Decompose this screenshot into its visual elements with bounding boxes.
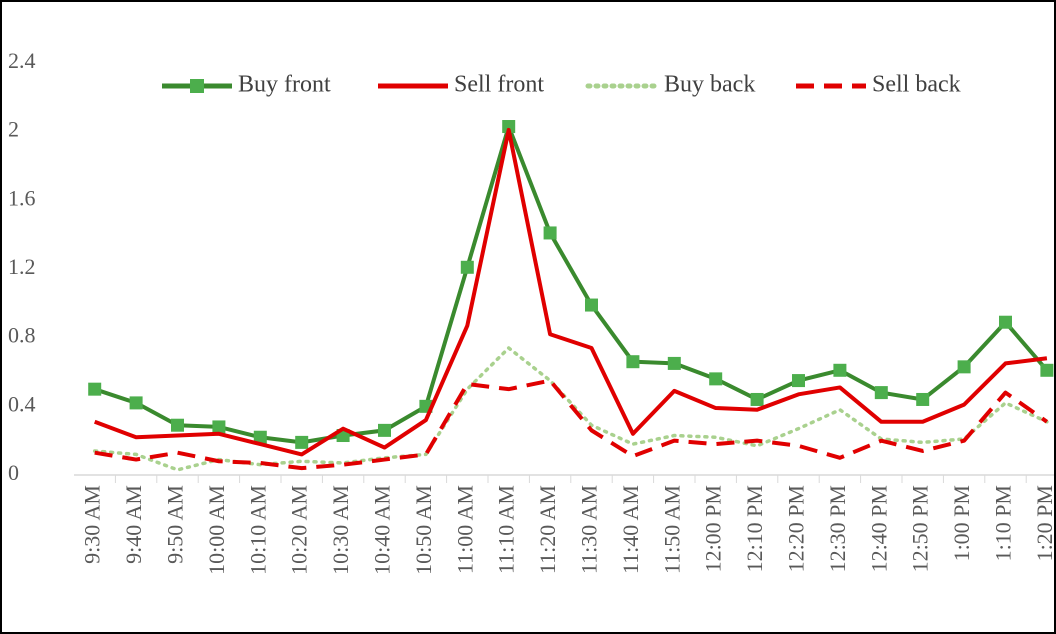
marker [999, 315, 1012, 329]
y-tick-label: 2.4 [8, 48, 36, 73]
marker [1040, 363, 1054, 377]
legend-label: Buy back [664, 72, 755, 98]
y-tick-label: 2 [8, 117, 19, 142]
series-line [94, 127, 1048, 457]
x-tick-label: 11:20 AM [535, 485, 560, 574]
x-tick-label: 10:20 AM [287, 485, 312, 575]
x-tick-label: 1:20 PM [1032, 485, 1056, 561]
x-tick-label: 9:40 AM [121, 485, 146, 564]
marker [667, 356, 681, 370]
x-tick-label: 10:00 AM [204, 485, 229, 575]
x-tick-label: 10:50 AM [411, 485, 436, 575]
y-tick-label: 0.8 [8, 323, 36, 348]
marker [626, 355, 640, 369]
series-line [92, 346, 1049, 472]
marker [833, 363, 847, 377]
y-tick-label: 0 [8, 460, 19, 485]
marker [378, 423, 391, 437]
series-line [94, 378, 1049, 471]
x-tick-label: 10:40 AM [370, 485, 395, 575]
marker [957, 360, 971, 374]
y-tick-label: 1.6 [8, 185, 36, 210]
legend-marker [190, 79, 204, 93]
x-tick-label: 9:30 AM [80, 485, 105, 564]
marker [792, 374, 805, 388]
marker [171, 418, 184, 432]
marker [88, 382, 102, 396]
marker [585, 298, 598, 312]
marker [502, 120, 516, 134]
legend-label: Sell front [454, 72, 544, 98]
x-tick-label: 1:00 PM [949, 485, 974, 561]
x-tick-label: 11:10 AM [494, 485, 519, 574]
x-tick-label: 9:50 AM [163, 485, 188, 564]
x-tick-label: 11:00 AM [452, 485, 477, 574]
x-tick-label: 10:10 AM [245, 485, 270, 575]
y-tick-label: 0.4 [8, 391, 36, 416]
x-tick-label: 1:10 PM [991, 485, 1016, 561]
x-tick-label: 12:30 PM [825, 485, 850, 572]
marker [129, 396, 143, 410]
legend-label: Buy front [238, 72, 331, 98]
x-tick-label: 12:00 PM [701, 485, 726, 572]
legend-label: Sell back [872, 72, 961, 98]
x-tick-label: 12:50 PM [908, 485, 933, 572]
x-tick-label: 11:30 AM [577, 485, 602, 574]
marker [295, 435, 309, 449]
marker [460, 260, 474, 274]
marker [212, 420, 226, 434]
marker [543, 226, 557, 240]
marker [916, 392, 930, 406]
marker [750, 392, 764, 406]
x-tick-label: 12:10 PM [742, 485, 767, 572]
x-tick-label: 11:50 AM [659, 485, 684, 574]
marker [874, 386, 888, 400]
x-tick-label: 11:40 AM [618, 485, 643, 574]
y-tick-label: 1.2 [8, 254, 36, 279]
marker [709, 372, 723, 386]
marker [253, 430, 267, 444]
x-tick-label: 12:40 PM [866, 485, 891, 572]
x-tick-label: 10:30 AM [328, 485, 353, 575]
x-tick-label: 12:20 PM [784, 485, 809, 572]
series-line [94, 124, 1049, 445]
